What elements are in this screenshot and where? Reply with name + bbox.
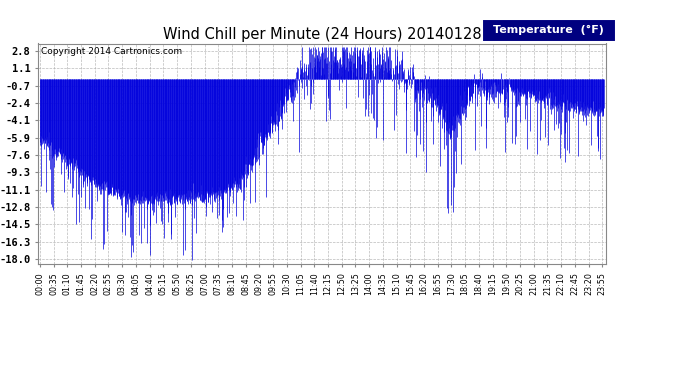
Title: Wind Chill per Minute (24 Hours) 20140128: Wind Chill per Minute (24 Hours) 2014012… [163, 27, 481, 42]
Text: Temperature  (°F): Temperature (°F) [493, 26, 604, 35]
Text: Copyright 2014 Cartronics.com: Copyright 2014 Cartronics.com [41, 47, 183, 56]
